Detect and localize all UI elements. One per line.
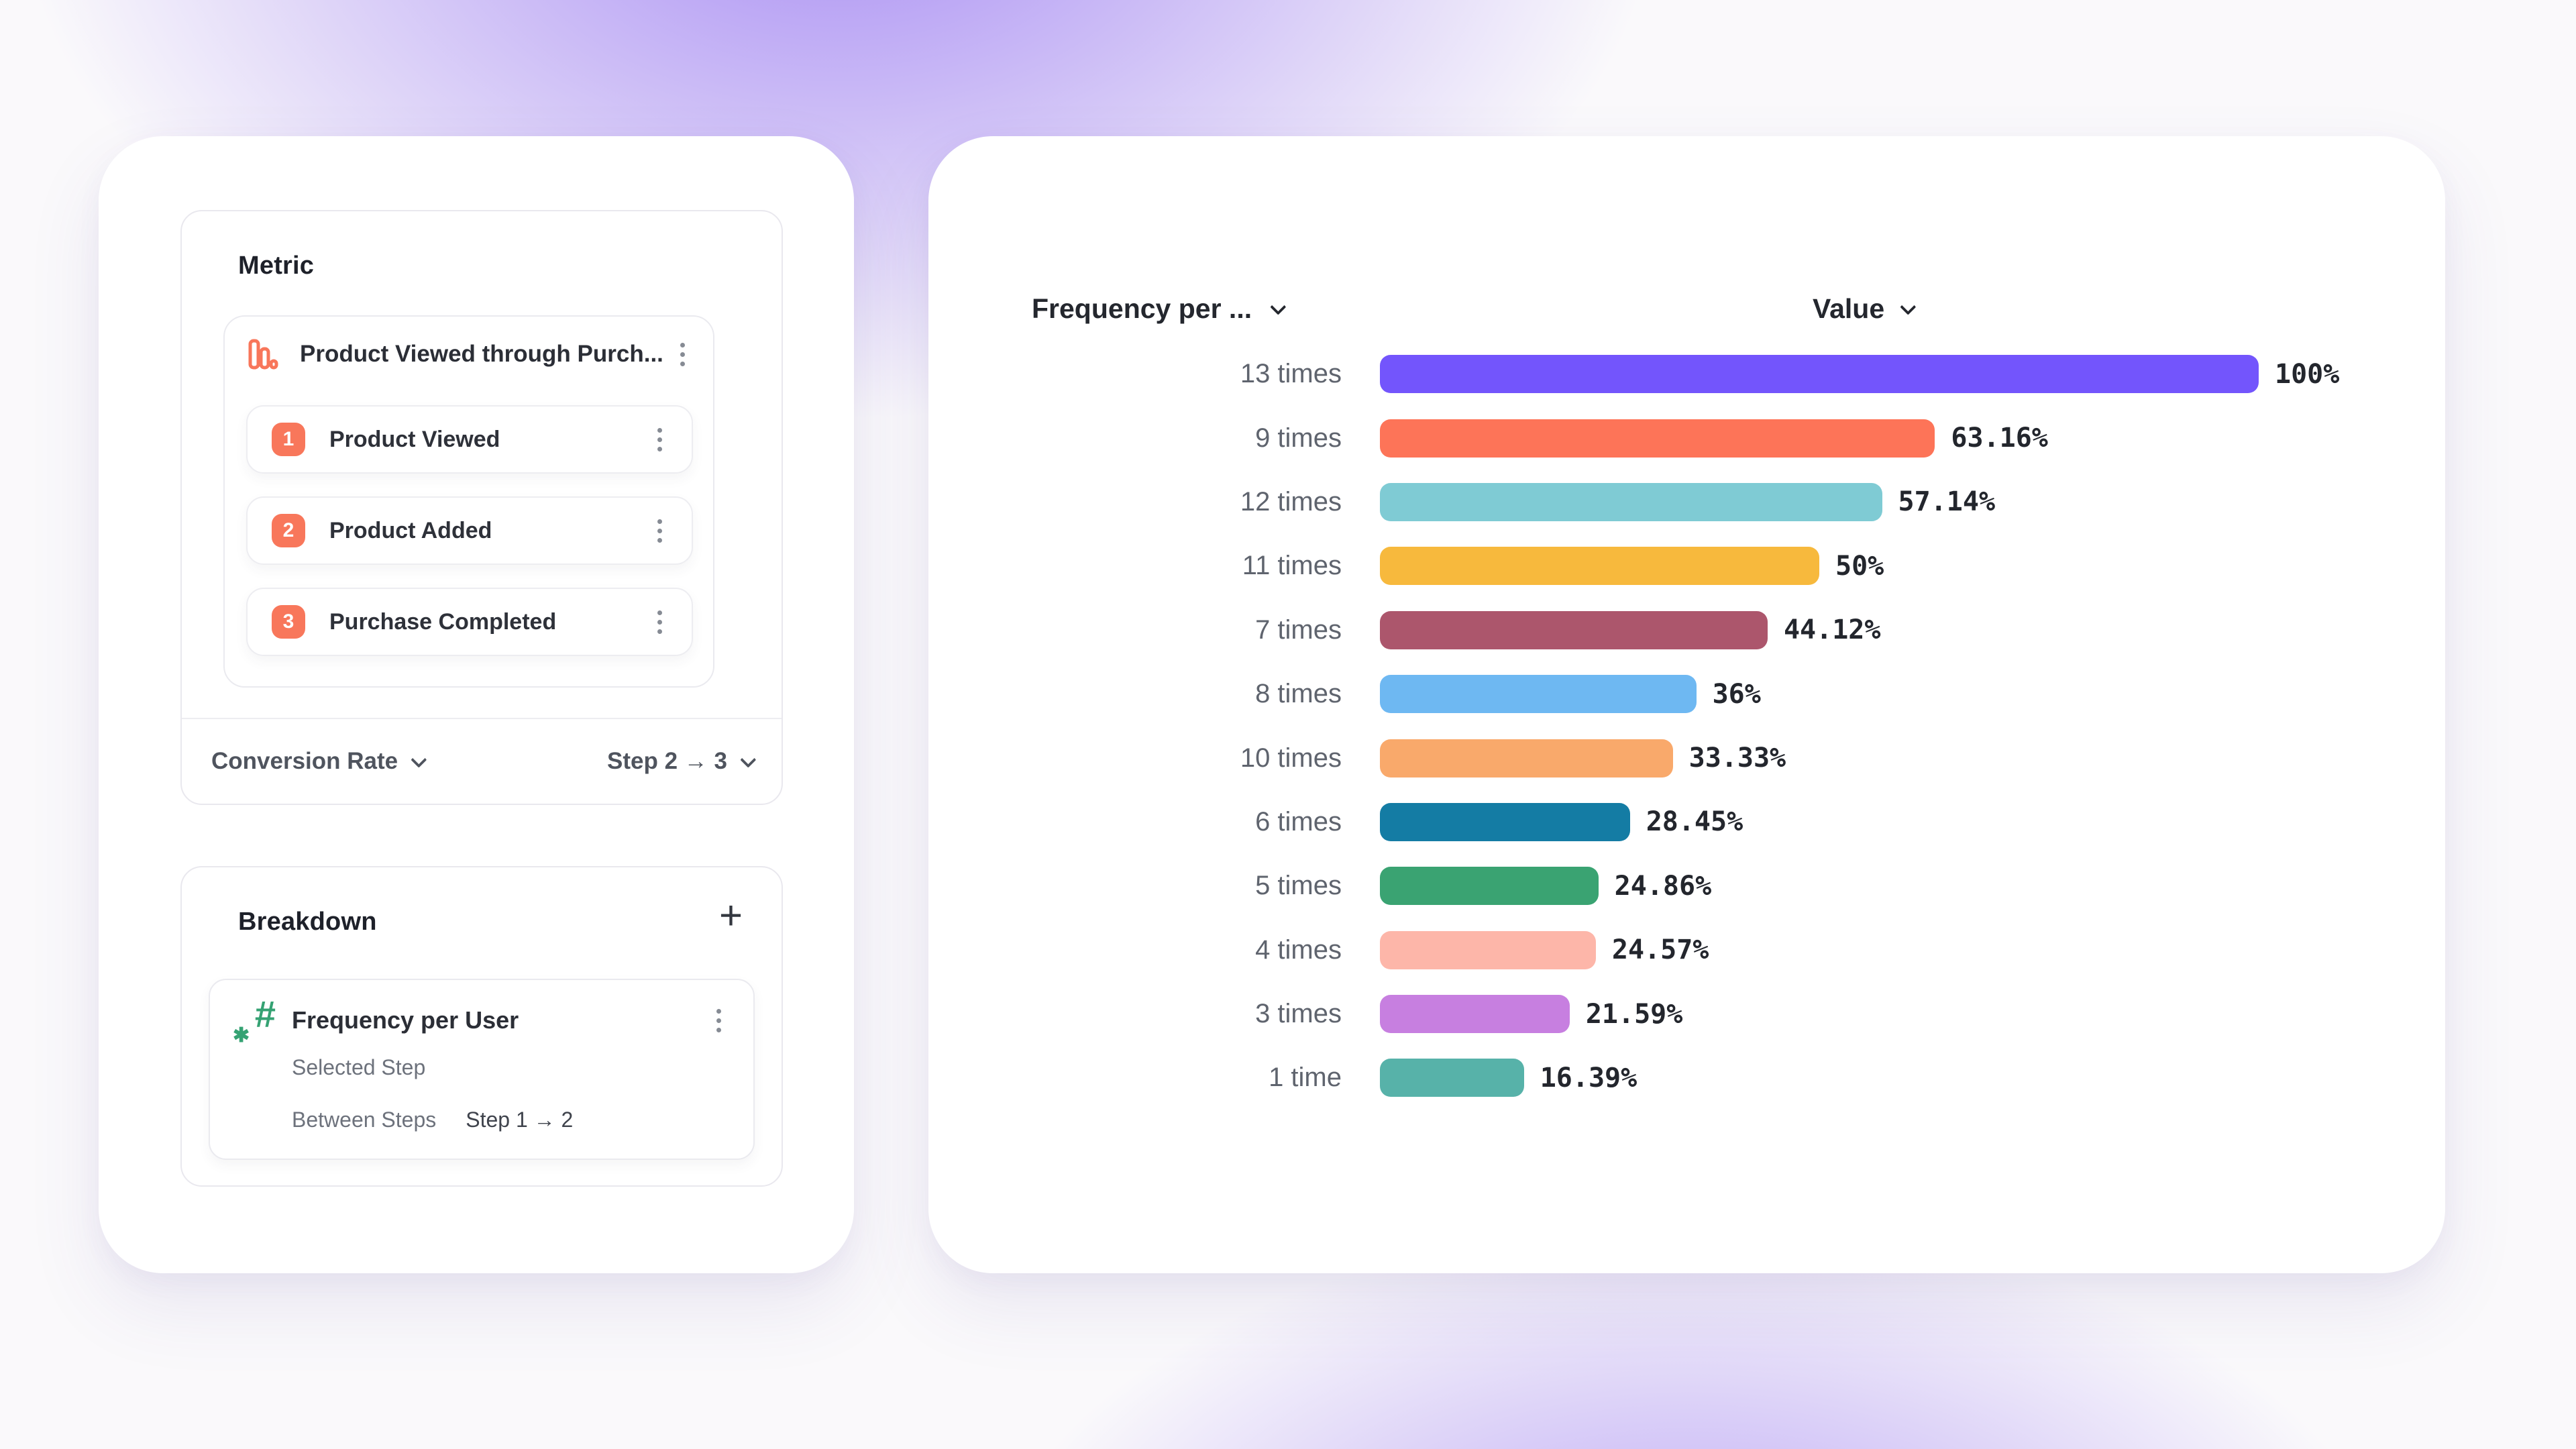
- breakdown-column-header: Frequency per ...: [1032, 292, 1252, 324]
- funnel-metric-name: Product Viewed through Purch...: [300, 341, 663, 367]
- metric-panel: Metric Product Viewed through Purch... 1…: [180, 210, 783, 805]
- bar-category-label: 7 times: [1255, 614, 1342, 645]
- bar[interactable]: [1380, 739, 1673, 777]
- breakdown-item[interactable]: # ✱ Frequency per User Selected Step Bet…: [209, 979, 755, 1160]
- step-number-badge: 3: [272, 605, 305, 639]
- kebab-menu-icon[interactable]: [652, 423, 667, 457]
- chart-row: 12 times 57.14%: [928, 470, 2445, 534]
- kebab-menu-icon[interactable]: [675, 337, 690, 372]
- step-number-badge: 2: [272, 514, 305, 547]
- step-number-badge: 1: [272, 423, 305, 456]
- bar-category-label: 5 times: [1255, 871, 1342, 901]
- bar[interactable]: [1380, 355, 2259, 394]
- bar-value-label: 63.16%: [1951, 423, 2048, 454]
- bar-value-label: 57.14%: [1898, 486, 1996, 518]
- bar[interactable]: [1380, 930, 1596, 969]
- breakdown-panel-title: Breakdown: [238, 908, 377, 936]
- chart-row: 11 times 50%: [928, 534, 2445, 598]
- between-steps-row: Between Steps Step 1 → 2: [292, 1108, 573, 1132]
- bar-value-label: 50%: [1835, 550, 1884, 582]
- kebab-menu-icon[interactable]: [711, 1004, 727, 1038]
- breakdown-panel: Breakdown + # ✱ Frequency per User Selec…: [180, 866, 783, 1187]
- kebab-menu-icon[interactable]: [652, 605, 667, 639]
- query-builder-card: Metric Product Viewed through Purch... 1…: [99, 136, 854, 1273]
- kebab-menu-icon[interactable]: [652, 514, 667, 548]
- step-label: Purchase Completed: [329, 608, 557, 635]
- conversion-rate-dropdown[interactable]: Conversion Rate: [211, 748, 427, 775]
- hash-icon: # ✱: [233, 993, 276, 1046]
- chevron-down-icon: [740, 751, 757, 768]
- add-breakdown-button[interactable]: +: [718, 893, 743, 938]
- funnel-metric-group: Product Viewed through Purch... 1 Produc…: [223, 315, 714, 688]
- chart-row: 6 times 28.45%: [928, 790, 2445, 854]
- bar-category-label: 10 times: [1240, 743, 1342, 773]
- bar-chart-icon: [248, 339, 278, 370]
- selected-step-label: Selected Step: [292, 1055, 426, 1079]
- bar-category-label: 3 times: [1255, 999, 1342, 1029]
- bar-value-label: 28.45%: [1646, 806, 1743, 838]
- bar-category-label: 4 times: [1255, 934, 1342, 965]
- metric-panel-title: Metric: [238, 252, 315, 280]
- bar[interactable]: [1380, 995, 1570, 1034]
- bar-category-label: 11 times: [1242, 551, 1342, 581]
- bar[interactable]: [1380, 482, 1882, 521]
- bar[interactable]: [1380, 419, 1935, 458]
- bar-value-label: 21.59%: [1585, 998, 1683, 1030]
- funnel-step-1[interactable]: 1 Product Viewed: [246, 405, 693, 474]
- chart-row: 5 times 24.86%: [928, 854, 2445, 918]
- chart-row: 1 time 16.39%: [928, 1046, 2445, 1110]
- conversion-rate-label: Conversion Rate: [211, 748, 398, 774]
- bar-value-label: 16.39%: [1540, 1062, 1638, 1093]
- value-column-header: Value: [1813, 292, 1885, 324]
- bar[interactable]: [1380, 867, 1599, 906]
- bar-category-label: 13 times: [1240, 359, 1342, 389]
- bar-category-label: 8 times: [1255, 679, 1342, 709]
- funnel-step-3[interactable]: 3 Purchase Completed: [246, 588, 693, 656]
- bar-chart: 13 times 100% 9 times 63.16% 12 times 57…: [928, 342, 2445, 1110]
- step-range-dropdown[interactable]: Step 2 → 3: [607, 748, 757, 775]
- funnel-metric-row[interactable]: Product Viewed through Purch...: [225, 317, 713, 392]
- chart-row: 4 times 24.57%: [928, 918, 2445, 982]
- bar-value-label: 24.57%: [1611, 934, 1709, 966]
- bar[interactable]: [1380, 1059, 1524, 1097]
- step-label: Product Added: [329, 517, 492, 543]
- chevron-down-icon: [1900, 299, 1917, 315]
- breakdown-column-dropdown[interactable]: Frequency per ...: [1032, 288, 1287, 329]
- step-range-label: Step 2 → 3: [607, 748, 727, 774]
- between-steps-value[interactable]: Step 1 → 2: [466, 1108, 574, 1132]
- bar[interactable]: [1380, 610, 1768, 649]
- bar-category-label: 1 time: [1269, 1063, 1342, 1093]
- value-column-dropdown[interactable]: Value: [1813, 288, 1917, 329]
- chart-row: 7 times 44.12%: [928, 598, 2445, 662]
- bar[interactable]: [1380, 547, 1819, 586]
- bar-value-label: 36%: [1712, 678, 1761, 710]
- bar[interactable]: [1380, 802, 1630, 841]
- chart-row: 13 times 100%: [928, 342, 2445, 406]
- chart-row: 10 times 33.33%: [928, 726, 2445, 790]
- bar-value-label: 24.86%: [1614, 870, 1712, 902]
- between-steps-label: Between Steps: [292, 1108, 437, 1132]
- bar[interactable]: [1380, 675, 1697, 714]
- chevron-down-icon: [411, 751, 427, 768]
- chevron-down-icon: [1270, 299, 1287, 315]
- metric-footer: Conversion Rate Step 2 → 3: [182, 718, 782, 804]
- chart-card: Frequency per ... Value 13 times 100% 9 …: [928, 136, 2445, 1273]
- chart-row: 3 times 21.59%: [928, 982, 2445, 1046]
- bar-value-label: 44.12%: [1783, 614, 1881, 646]
- bar-category-label: 12 times: [1240, 486, 1342, 517]
- bar-value-label: 100%: [2275, 358, 2340, 390]
- breakdown-item-name: Frequency per User: [292, 1006, 519, 1034]
- funnel-step-2[interactable]: 2 Product Added: [246, 496, 693, 565]
- chart-row: 8 times 36%: [928, 662, 2445, 726]
- step-label: Product Viewed: [329, 426, 500, 452]
- bar-category-label: 9 times: [1255, 423, 1342, 453]
- bar-value-label: 33.33%: [1688, 743, 1786, 774]
- bar-category-label: 6 times: [1255, 806, 1342, 837]
- chart-row: 9 times 63.16%: [928, 406, 2445, 470]
